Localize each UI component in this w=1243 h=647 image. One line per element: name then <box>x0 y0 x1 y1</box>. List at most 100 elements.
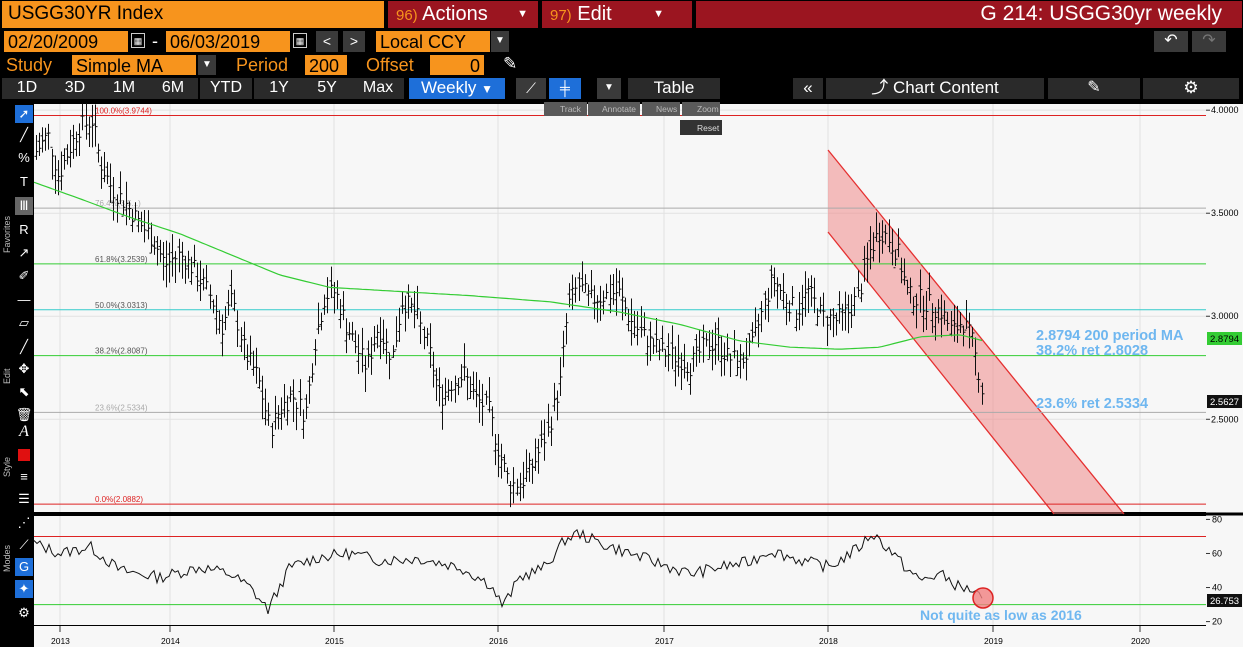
chart-content-button[interactable]: ⤴ Chart Content <box>826 78 1044 99</box>
chart-mini-toolbar: Track Annotate News Zoom Reset <box>544 102 722 135</box>
line-width-icon[interactable]: ≡ <box>20 469 28 484</box>
calendar-icon[interactable]: ▦ <box>131 33 145 48</box>
ret236-annotation: 23.6% ret 2.5334 <box>1036 396 1148 412</box>
dash-style-icon[interactable]: ⋰ <box>17 515 31 530</box>
channel-upper-line <box>827 149 1125 515</box>
period-btn-max[interactable]: Max <box>352 78 404 99</box>
fib-label: 0.0%(2.0882) <box>95 495 143 504</box>
end-date: 06/03/2019 <box>170 32 261 52</box>
chevron-down-icon: ▼ <box>653 8 664 20</box>
rsi-levels <box>34 535 1206 606</box>
x-tick-label: 2019 <box>984 636 1003 646</box>
gear-icon[interactable]: ⚙ <box>1143 78 1239 99</box>
rsi-line <box>34 528 983 615</box>
chevron-down-icon[interactable]: ▼ <box>198 55 216 75</box>
ticker-field[interactable]: USGG30YR Index <box>2 1 384 28</box>
ma-value-tag <box>1207 332 1242 345</box>
period-field[interactable]: 200 <box>305 55 347 76</box>
prev-arrow-icon[interactable]: < <box>316 31 338 52</box>
period-btn-1y[interactable]: 1Y <box>254 78 304 99</box>
edit-line-icon[interactable]: ╱ <box>20 339 28 354</box>
period-btn-6m[interactable]: 6M <box>148 78 198 99</box>
chevron-down-icon: ▼ <box>517 8 528 20</box>
y-tick-label: 4.0000 <box>1211 105 1239 115</box>
channel <box>827 149 1125 515</box>
text-tool-icon[interactable]: T <box>20 174 28 189</box>
zoom-button[interactable] <box>682 102 720 116</box>
x-tick-label: 2018 <box>819 636 838 646</box>
edit-menu[interactable]: 97) Edit ▼ <box>542 1 692 28</box>
y-tick-label: 3.0000 <box>1211 311 1239 321</box>
x-tick-label: 2015 <box>325 636 344 646</box>
percent-tool-icon[interactable]: % <box>18 150 30 165</box>
period-btn-ytd[interactable]: YTD <box>200 78 252 99</box>
font-icon[interactable]: A <box>19 423 29 440</box>
actions-menu[interactable]: 96) Actions ▼ <box>388 1 538 28</box>
table-button[interactable]: Table <box>628 78 720 99</box>
fib-label: 23.6%(2.5334) <box>95 403 148 412</box>
frequency-select[interactable]: Weekly ▼ <box>409 78 505 99</box>
ma-line <box>34 181 983 350</box>
select-icon[interactable]: ⬉ <box>18 384 30 399</box>
color-swatch-icon[interactable] <box>15 446 33 464</box>
chevron-down-icon[interactable]: ▼ <box>597 78 621 99</box>
line-chart-icon[interactable]: ⟋ <box>516 78 546 99</box>
settings-icon[interactable]: ⚙ <box>18 605 30 620</box>
pen-tool-icon[interactable]: ✐ <box>18 268 30 283</box>
period-label: Period <box>236 55 289 75</box>
x-tick-label: 2017 <box>655 636 674 646</box>
trash-icon[interactable]: 🗑 <box>15 407 33 422</box>
news-label: News <box>656 104 677 114</box>
calendar-icon[interactable]: ▦ <box>293 33 307 48</box>
annotate-button[interactable] <box>588 102 640 116</box>
period-btn-5y[interactable]: 5Y <box>302 78 352 99</box>
price-value-tag <box>1207 395 1242 408</box>
start-date-field[interactable]: 02/20/2009 <box>4 31 128 52</box>
cursor-icon[interactable]: ➚ <box>15 105 33 123</box>
chevron-down-icon[interactable]: ▼ <box>491 31 509 52</box>
line-style-icon[interactable]: ☰ <box>18 491 30 506</box>
period-btn-1d[interactable]: 1D <box>2 78 52 99</box>
magnet-icon[interactable]: ✦ <box>15 580 33 598</box>
redo-icon[interactable]: ↷ <box>1192 31 1226 52</box>
ma-annotation: 2.8794 200 period MA <box>1036 328 1184 344</box>
draw-line-icon[interactable]: ╱ <box>20 127 28 142</box>
table-label: Table <box>653 78 695 97</box>
period-btn-3d[interactable]: 3D <box>50 78 100 99</box>
next-arrow-icon[interactable]: > <box>343 31 365 52</box>
fib-tool-icon[interactable]: Ⅲ <box>15 197 33 215</box>
edit-note-icon[interactable]: ✎ <box>1048 78 1140 99</box>
y-tick-label: 3.5000 <box>1211 208 1239 218</box>
currency-select[interactable]: Local CCY <box>376 31 490 52</box>
range-dash: - <box>152 31 158 51</box>
period-value: 200 <box>309 56 340 76</box>
end-date-field[interactable]: 06/03/2019 <box>166 31 290 52</box>
move-icon[interactable]: ✥ <box>18 361 30 376</box>
link-icon[interactable]: G <box>15 558 33 576</box>
study-type: Simple MA <box>76 56 164 76</box>
x-tick-label: 2013 <box>51 636 70 646</box>
channel-tool-icon[interactable]: ▱ <box>19 315 29 330</box>
trend-tool-icon[interactable]: ↗ <box>18 245 30 260</box>
offset-field[interactable]: 0 <box>430 55 484 76</box>
study-select[interactable]: Simple MA <box>72 55 196 76</box>
chart-content-icon: ⤴ <box>871 78 893 97</box>
rsi-tick-label: 40 <box>1212 583 1222 593</box>
chart-area[interactable]: 100.0%(3.9744)76.4%(3.5...)61.8%(3.2539)… <box>34 101 1243 647</box>
track-button[interactable] <box>544 102 587 116</box>
ray-tool-icon[interactable]: R <box>19 222 29 237</box>
news-button[interactable] <box>642 102 680 116</box>
fib-label: 50.0%(3.0313) <box>95 301 148 310</box>
hline-tool-icon[interactable]: — <box>17 292 31 307</box>
collapse-icon[interactable]: « <box>793 78 823 99</box>
edit-side-label: Edit <box>2 368 12 384</box>
hide-icon[interactable]: ⟋ <box>19 537 29 552</box>
bar-chart-icon[interactable]: ╪ <box>549 78 581 99</box>
ma-value-text: 2.8794 <box>1210 334 1239 345</box>
ticker-label: USGG30YR Index <box>8 3 164 24</box>
undo-icon[interactable]: ↶ <box>1154 31 1188 52</box>
period-btn-1m[interactable]: 1M <box>99 78 149 99</box>
pencil-icon[interactable]: ✎ <box>503 54 518 73</box>
reset-button[interactable] <box>680 120 722 135</box>
rsi-y-axis: 80 60 40 20 <box>1206 514 1222 627</box>
